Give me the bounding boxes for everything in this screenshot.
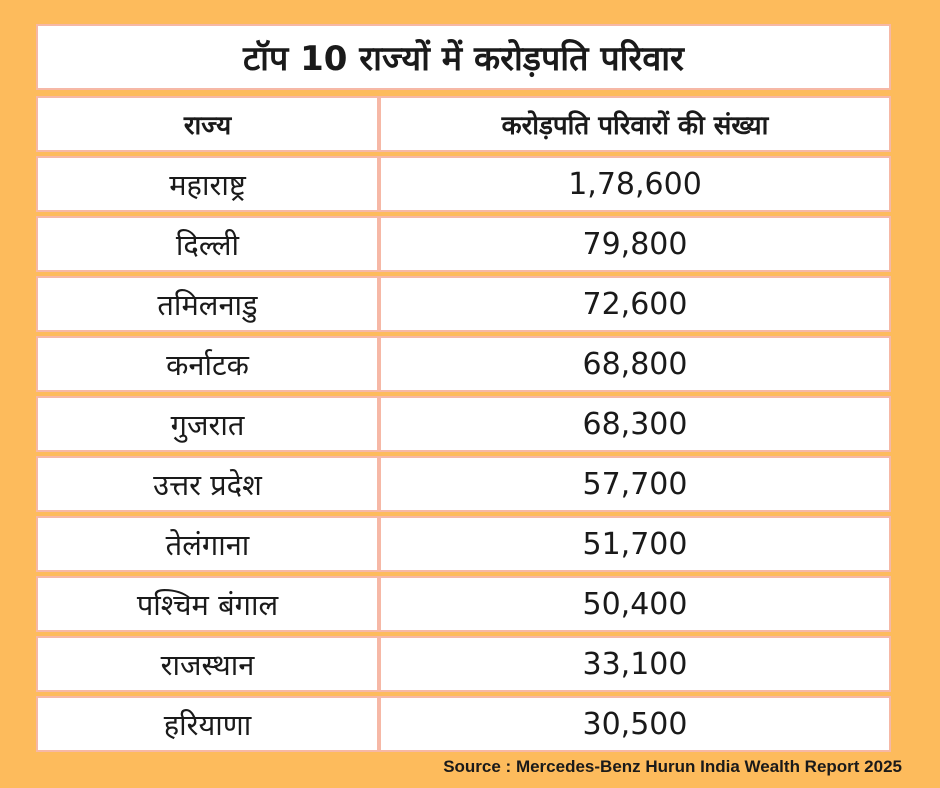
table-row: उत्तर प्रदेश 57,700: [36, 456, 891, 512]
table-title: टॉप 10 राज्यों में करोड़पति परिवार: [36, 24, 891, 90]
count-cell: 50,400: [379, 576, 891, 632]
count-cell: 68,300: [379, 396, 891, 452]
state-cell: पश्चिम बंगाल: [36, 576, 379, 632]
table-frame: टॉप 10 राज्यों में करोड़पति परिवार राज्य…: [36, 24, 891, 756]
count-cell: 79,800: [379, 216, 891, 272]
state-cell: हरियाणा: [36, 696, 379, 752]
count-cell: 33,100: [379, 636, 891, 692]
state-cell: उत्तर प्रदेश: [36, 456, 379, 512]
table-row: कर्नाटक 68,800: [36, 336, 891, 392]
count-cell: 51,700: [379, 516, 891, 572]
count-cell: 68,800: [379, 336, 891, 392]
state-cell: दिल्ली: [36, 216, 379, 272]
count-cell: 1,78,600: [379, 156, 891, 212]
state-cell: गुजरात: [36, 396, 379, 452]
count-cell: 30,500: [379, 696, 891, 752]
table-row: राजस्थान 33,100: [36, 636, 891, 692]
table-row: गुजरात 68,300: [36, 396, 891, 452]
state-cell: तेलंगाना: [36, 516, 379, 572]
source-credit: Source : Mercedes-Benz Hurun India Wealt…: [443, 757, 902, 776]
table-row: महाराष्ट्र 1,78,600: [36, 156, 891, 212]
count-cell: 57,700: [379, 456, 891, 512]
table-row: हरियाणा 30,500: [36, 696, 891, 752]
header-count: करोड़पति परिवारों की संख्या: [379, 96, 891, 152]
table-row: तमिलनाडु 72,600: [36, 276, 891, 332]
state-cell: कर्नाटक: [36, 336, 379, 392]
state-cell: तमिलनाडु: [36, 276, 379, 332]
state-cell: राजस्थान: [36, 636, 379, 692]
header-row: राज्य करोड़पति परिवारों की संख्या: [36, 96, 891, 152]
state-cell: महाराष्ट्र: [36, 156, 379, 212]
header-state: राज्य: [36, 96, 379, 152]
table-row: तेलंगाना 51,700: [36, 516, 891, 572]
table-row: दिल्ली 79,800: [36, 216, 891, 272]
table-row: पश्चिम बंगाल 50,400: [36, 576, 891, 632]
data-table: राज्य करोड़पति परिवारों की संख्या महाराष…: [36, 92, 891, 756]
count-cell: 72,600: [379, 276, 891, 332]
